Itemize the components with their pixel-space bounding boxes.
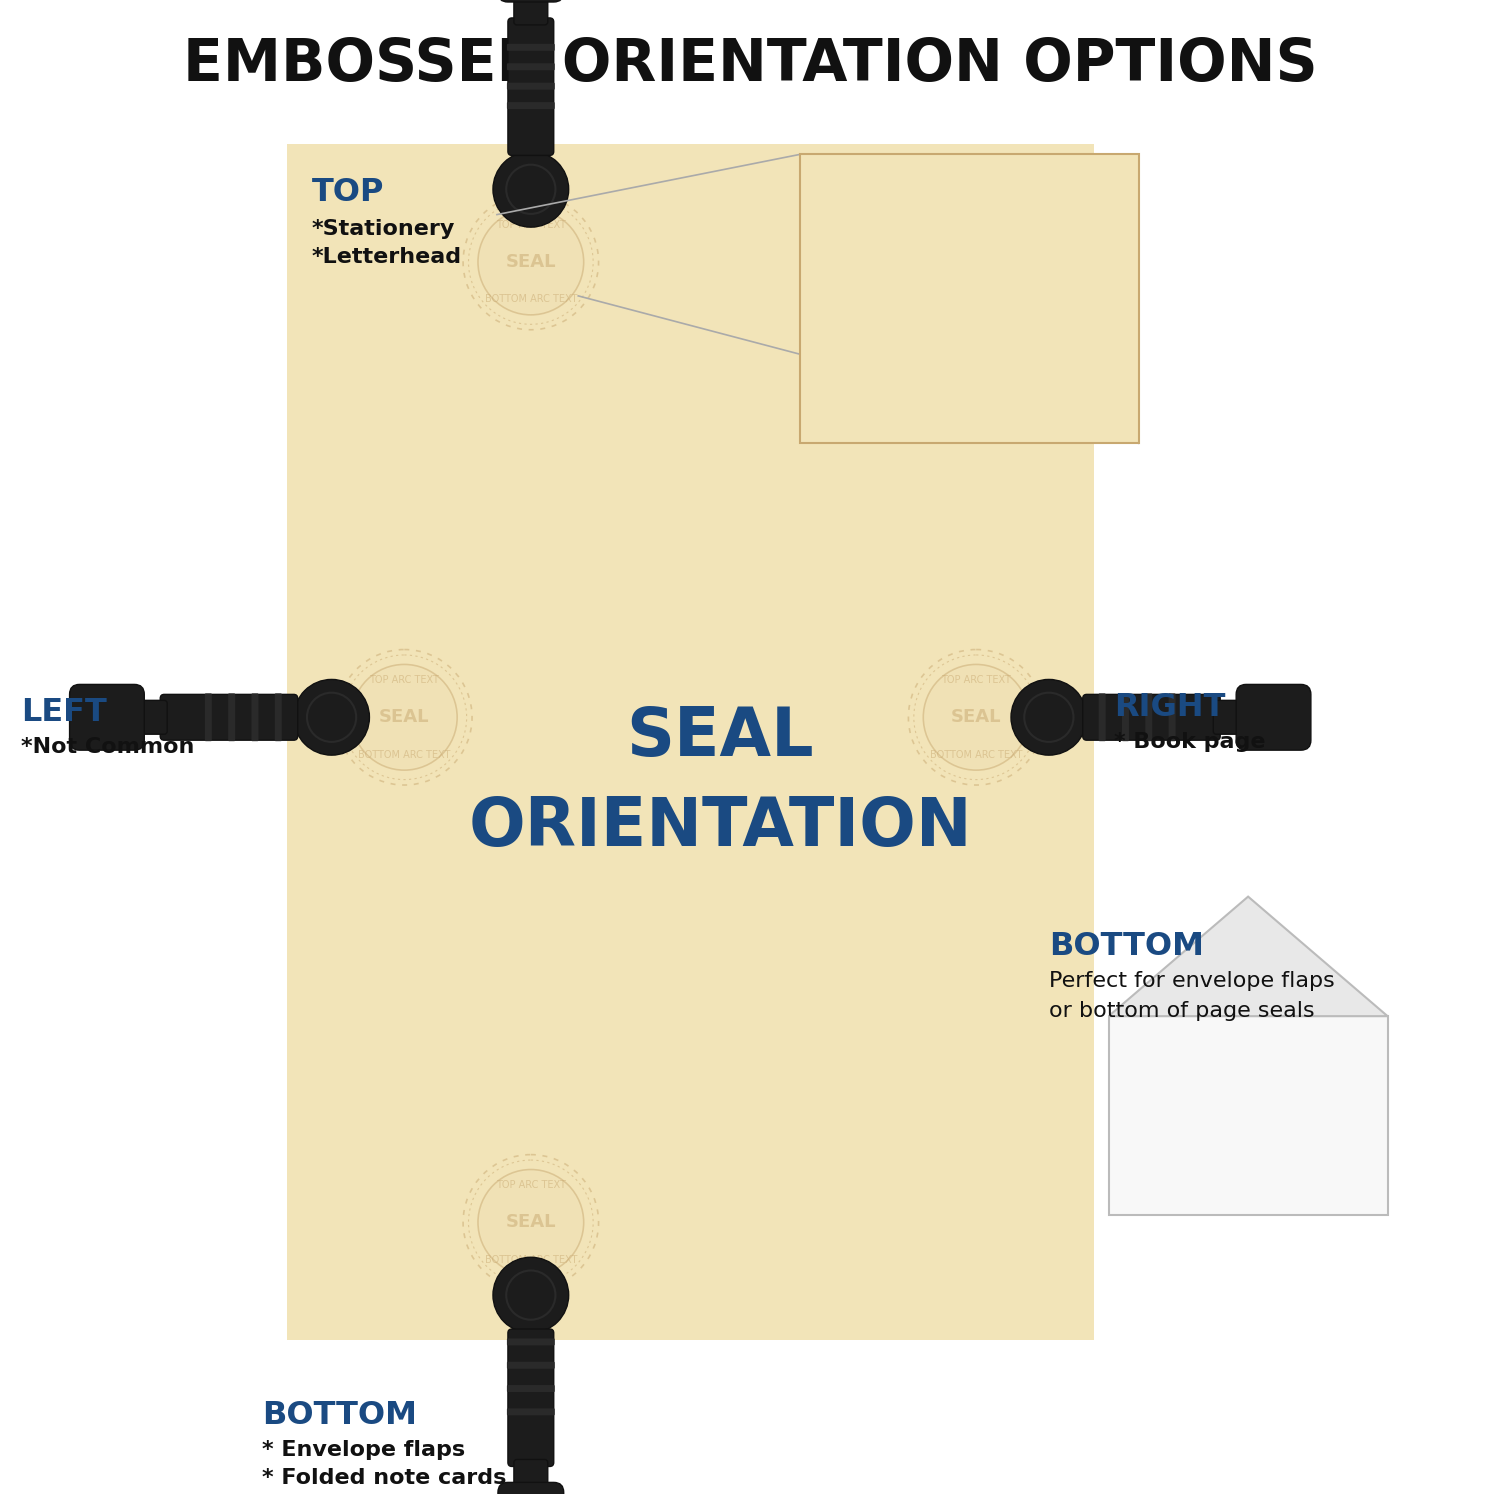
Text: BOTTOM ARC TEXT: BOTTOM ARC TEXT	[930, 750, 1023, 759]
Text: TOP ARC TEXT: TOP ARC TEXT	[906, 230, 1032, 248]
Text: TOP: TOP	[312, 177, 384, 209]
FancyBboxPatch shape	[1226, 1101, 1270, 1152]
FancyBboxPatch shape	[252, 693, 258, 741]
FancyBboxPatch shape	[274, 693, 282, 741]
Text: BOTTOM: BOTTOM	[1048, 932, 1205, 963]
Circle shape	[1011, 680, 1086, 754]
FancyBboxPatch shape	[507, 1384, 555, 1392]
FancyBboxPatch shape	[1108, 1016, 1388, 1215]
Text: SEAL: SEAL	[951, 708, 1002, 726]
Circle shape	[294, 680, 369, 754]
Text: *Not Common: *Not Common	[21, 736, 194, 758]
Circle shape	[494, 1257, 568, 1334]
Text: *Stationery
*Letterhead: *Stationery *Letterhead	[312, 219, 462, 267]
FancyBboxPatch shape	[507, 1338, 555, 1346]
FancyBboxPatch shape	[132, 700, 166, 734]
Text: BOTTOM ARC TEXT: BOTTOM ARC TEXT	[885, 351, 1053, 369]
FancyBboxPatch shape	[69, 684, 144, 750]
FancyBboxPatch shape	[1083, 694, 1220, 740]
Text: SEAL: SEAL	[924, 284, 1016, 315]
Text: BOTTOM: BOTTOM	[262, 1400, 417, 1431]
Text: LEFT: LEFT	[21, 698, 106, 729]
Text: Perfect for envelope flaps
or bottom of page seals: Perfect for envelope flaps or bottom of …	[1048, 972, 1335, 1022]
Text: TOP ARC TEXT: TOP ARC TEXT	[496, 220, 566, 230]
FancyBboxPatch shape	[514, 0, 548, 26]
Text: TOP ARC TEXT: TOP ARC TEXT	[1227, 936, 1269, 940]
FancyBboxPatch shape	[1234, 1065, 1262, 1070]
FancyBboxPatch shape	[800, 154, 1138, 444]
Text: EMBOSSER ORIENTATION OPTIONS: EMBOSSER ORIENTATION OPTIONS	[183, 36, 1317, 93]
FancyBboxPatch shape	[228, 693, 236, 741]
FancyBboxPatch shape	[1238, 1092, 1258, 1114]
Circle shape	[494, 152, 568, 226]
Text: SEAL: SEAL	[506, 1214, 556, 1231]
Text: TOP ARC TEXT: TOP ARC TEXT	[369, 675, 440, 686]
Text: TOP ARC TEXT: TOP ARC TEXT	[496, 1180, 566, 1190]
Text: SEAL: SEAL	[1233, 957, 1263, 966]
FancyBboxPatch shape	[498, 0, 564, 2]
FancyBboxPatch shape	[507, 82, 555, 90]
Text: * Envelope flaps
* Folded note cards: * Envelope flaps * Folded note cards	[262, 1440, 506, 1488]
FancyBboxPatch shape	[507, 63, 555, 70]
FancyBboxPatch shape	[1168, 693, 1176, 741]
FancyBboxPatch shape	[1236, 684, 1311, 750]
FancyBboxPatch shape	[286, 144, 1094, 1340]
Text: ORIENTATION: ORIENTATION	[468, 794, 972, 859]
FancyBboxPatch shape	[1234, 1026, 1262, 1032]
Text: SEAL: SEAL	[380, 708, 429, 726]
FancyBboxPatch shape	[507, 1408, 555, 1416]
Circle shape	[1227, 982, 1269, 1024]
Text: RIGHT: RIGHT	[1113, 693, 1226, 723]
FancyBboxPatch shape	[1234, 1040, 1262, 1044]
FancyBboxPatch shape	[507, 102, 555, 110]
FancyBboxPatch shape	[514, 1460, 548, 1496]
FancyBboxPatch shape	[507, 44, 555, 51]
FancyBboxPatch shape	[160, 694, 297, 740]
Text: SEAL: SEAL	[506, 254, 556, 272]
FancyBboxPatch shape	[509, 1329, 554, 1467]
Text: TOP ARC TEXT: TOP ARC TEXT	[940, 675, 1011, 686]
Polygon shape	[1108, 897, 1388, 1016]
FancyBboxPatch shape	[1122, 693, 1130, 741]
FancyBboxPatch shape	[1098, 693, 1106, 741]
FancyBboxPatch shape	[206, 693, 212, 741]
FancyBboxPatch shape	[1214, 700, 1249, 734]
FancyBboxPatch shape	[1146, 693, 1152, 741]
FancyBboxPatch shape	[509, 18, 554, 156]
FancyBboxPatch shape	[498, 1482, 564, 1500]
Text: SEAL: SEAL	[627, 704, 815, 770]
FancyBboxPatch shape	[1234, 1052, 1262, 1058]
Text: BOTTOM ARC TEXT: BOTTOM ARC TEXT	[484, 294, 578, 304]
Text: BOTTOM ARC TEXT: BOTTOM ARC TEXT	[1221, 982, 1276, 987]
Text: BOTTOM ARC TEXT: BOTTOM ARC TEXT	[484, 1254, 578, 1264]
FancyBboxPatch shape	[1233, 1020, 1263, 1100]
FancyBboxPatch shape	[507, 1362, 555, 1368]
Text: BOTTOM ARC TEXT: BOTTOM ARC TEXT	[358, 750, 450, 759]
Text: * Book page: * Book page	[1113, 732, 1264, 752]
